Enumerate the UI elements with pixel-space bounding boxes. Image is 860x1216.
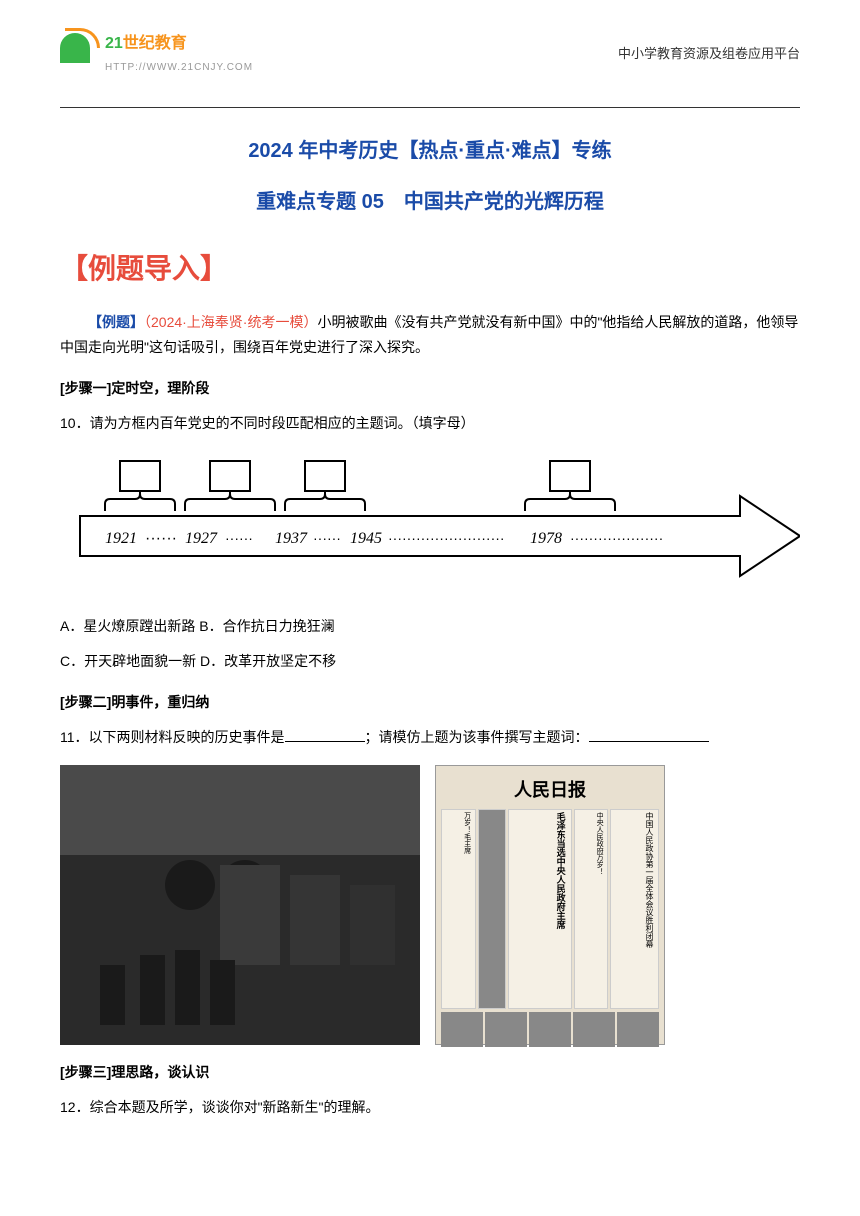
- newspaper-small-photo: [573, 1012, 615, 1047]
- newspaper-photo-row: [441, 1012, 659, 1047]
- svg-text:······: ······: [145, 530, 177, 547]
- example-tag: 【例题】: [88, 314, 144, 330]
- q11-prefix: 11．以下两则材料反映的历史事件是: [60, 729, 285, 745]
- svg-text:······: ······: [225, 530, 253, 546]
- newspaper-columns: 万岁！毛主席 毛泽东当选中央人民政府主席 中央人民政府万岁！ 中国人民政协第一届…: [441, 809, 659, 1009]
- option-d-text: 改革开放坚定不移: [224, 653, 336, 669]
- svg-text:····················: ····················: [570, 530, 663, 546]
- svg-text:1927: 1927: [185, 530, 218, 547]
- logo-icon: [60, 33, 100, 73]
- newspaper-subhead-col: 中国人民政协第一届全体会议胜利闭幕: [610, 809, 659, 1009]
- step3-title: [步骤三]理思路，谈认识: [60, 1060, 800, 1085]
- images-row: 人民日报 万岁！毛主席 毛泽东当选中央人民政府主席 中央人民政府万岁！ 中国人民…: [60, 765, 800, 1045]
- option-a-text: 星火燎原蹚出新路: [83, 618, 195, 634]
- svg-text:1978: 1978: [530, 530, 562, 547]
- newspaper-photo-col: [478, 809, 507, 1009]
- blank-2: [589, 728, 709, 742]
- option-c-text: 开天辟地面貌一新: [84, 653, 196, 669]
- question-12: 12．综合本题及所学，谈谈你对"新路新生"的理解。: [60, 1095, 800, 1120]
- svg-text:·························: ·························: [388, 530, 505, 546]
- newspaper-headline-col: 毛泽东当选中央人民政府主席: [508, 809, 571, 1009]
- logo: 21世纪教育 HTTP://WWW.21CNJY.COM: [60, 30, 253, 77]
- svg-text:1945: 1945: [350, 530, 382, 547]
- logo-century-text: 世纪教育: [123, 35, 187, 52]
- option-d-label: D．: [200, 653, 224, 669]
- q11-middle: ；请模仿上题为该事件撰写主题词：: [365, 729, 589, 745]
- page-header: 21世纪教育 HTTP://WWW.21CNJY.COM 中小学教育资源及组卷应…: [60, 30, 800, 77]
- timeline-diagram: 1921 ······ 1927 ······ 1937 ······ 1945…: [60, 456, 800, 594]
- step2-title: [步骤二]明事件，重归纳: [60, 690, 800, 715]
- sub-title: 重难点专题 05 中国共产党的光辉历程: [60, 184, 800, 220]
- logo-number: 21: [105, 35, 123, 52]
- question-11: 11．以下两则材料反映的历史事件是 ；请模仿上题为该事件撰写主题词：: [60, 725, 800, 750]
- newspaper-small-photo: [529, 1012, 571, 1047]
- options-block: A．星火燎原蹚出新路 B．合作抗日力挽狂澜 C．开天辟地面貌一新 D．改革开放坚…: [60, 614, 800, 674]
- timeline-svg: 1921 ······ 1927 ······ 1937 ······ 1945…: [60, 456, 800, 586]
- svg-text:1921: 1921: [105, 530, 137, 547]
- newspaper-small-photo: [485, 1012, 527, 1047]
- main-title: 2024 年中考历史【热点·重点·难点】专练: [60, 133, 800, 169]
- newspaper-title: 人民日报: [441, 771, 659, 809]
- section-header: 【例题导入】: [60, 245, 800, 295]
- option-c-label: C．: [60, 653, 84, 669]
- newspaper-small-photo: [617, 1012, 659, 1047]
- newspaper-image: 人民日报 万岁！毛主席 毛泽东当选中央人民政府主席 中央人民政府万岁！ 中国人民…: [435, 765, 665, 1045]
- historical-photo: [60, 765, 420, 1045]
- question-10: 10．请为方框内百年党史的不同时段匹配相应的主题词。（填字母）: [60, 411, 800, 436]
- header-right-text: 中小学教育资源及组卷应用平台: [618, 42, 800, 65]
- blank-1: [285, 728, 365, 742]
- photo-placeholder-svg: [60, 765, 420, 1045]
- logo-url: HTTP://WWW.21CNJY.COM: [105, 59, 253, 77]
- newspaper-col-4: 中央人民政府万岁！: [574, 809, 609, 1009]
- example-intro: 【例题】（2024·上海奉贤·统考一模）小明被歌曲《没有共产党就没有新中国》中的…: [60, 310, 800, 360]
- source-tag: （2024·上海奉贤·统考一模）: [144, 314, 317, 330]
- svg-text:······: ······: [313, 530, 341, 546]
- option-line-cd: C．开天辟地面貌一新 D．改革开放坚定不移: [60, 649, 800, 674]
- newspaper-small-photo: [441, 1012, 483, 1047]
- option-line-ab: A．星火燎原蹚出新路 B．合作抗日力挽狂澜: [60, 614, 800, 639]
- logo-text-block: 21世纪教育 HTTP://WWW.21CNJY.COM: [105, 30, 253, 77]
- option-b-text: 合作抗日力挽狂澜: [223, 618, 335, 634]
- newspaper-col-1: 万岁！毛主席: [441, 809, 476, 1009]
- svg-text:1937: 1937: [275, 530, 308, 547]
- option-b-label: B．: [199, 618, 222, 634]
- option-a-label: A．: [60, 618, 83, 634]
- step1-title: [步骤一]定时空，理阶段: [60, 376, 800, 401]
